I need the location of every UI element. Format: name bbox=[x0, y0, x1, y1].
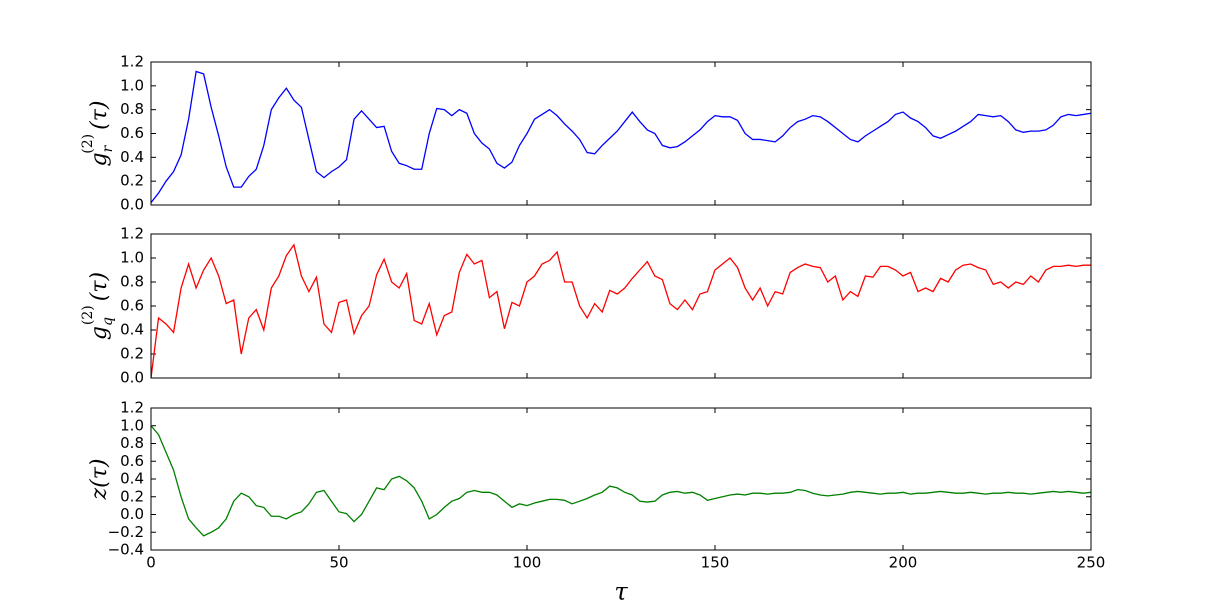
label-sup: (2) bbox=[80, 305, 96, 325]
y-tick-label: 1.0 bbox=[120, 76, 144, 94]
data-line bbox=[150, 70, 1092, 204]
y-tick-label: 0.4 bbox=[120, 321, 144, 339]
y-tick-label: 0.4 bbox=[120, 148, 144, 166]
y-tick-label: 1.2 bbox=[120, 53, 144, 71]
y-tick-label: 0.6 bbox=[120, 297, 144, 315]
y-tick-label: 0.4 bbox=[120, 470, 144, 488]
y-tick-label: 1.2 bbox=[120, 225, 144, 243]
data-line bbox=[150, 425, 1092, 537]
y-tick-label: 1.2 bbox=[120, 399, 144, 417]
x-tick-label: 100 bbox=[513, 554, 542, 572]
axes-frame bbox=[150, 61, 1092, 206]
label-arg: (τ) bbox=[87, 272, 112, 301]
y-tick-label: 0.8 bbox=[120, 273, 144, 291]
label-sup: (2) bbox=[80, 134, 96, 154]
data-line bbox=[150, 243, 1091, 379]
label-base: g bbox=[87, 326, 112, 340]
y-tick-label: 0.2 bbox=[120, 487, 144, 505]
x-tick-label: 0 bbox=[146, 554, 156, 572]
y-axis-label: z(τ) bbox=[87, 459, 112, 501]
axes-frame bbox=[150, 233, 1092, 379]
label-sub: r bbox=[100, 144, 116, 152]
y-tick-label: 0.0 bbox=[120, 369, 144, 387]
label-arg: (τ) bbox=[87, 101, 112, 130]
y-tick-label: 0.6 bbox=[120, 452, 144, 470]
y-tick-label: 0.0 bbox=[120, 196, 144, 214]
y-tick-label: 0.2 bbox=[120, 345, 144, 363]
y-tick-label: −0.4 bbox=[108, 541, 144, 559]
y-axis-label: gq (2) (τ) bbox=[80, 272, 116, 340]
y-tick-label: 0.8 bbox=[120, 100, 144, 118]
x-tick-label: 150 bbox=[701, 554, 730, 572]
y-tick-label: 0.0 bbox=[120, 505, 144, 523]
y-axis-label: gr (2) (τ) bbox=[80, 101, 116, 167]
label-base: g bbox=[87, 152, 112, 166]
plot-background bbox=[151, 234, 1091, 378]
x-tick-label: 250 bbox=[1077, 554, 1106, 572]
plot-background bbox=[151, 408, 1091, 550]
label-sub: q bbox=[100, 317, 116, 326]
y-tick-label: 0.2 bbox=[120, 172, 144, 190]
x-tick-label: 50 bbox=[329, 554, 348, 572]
x-axis-label: τ bbox=[614, 578, 628, 606]
y-tick-label: 1.0 bbox=[120, 249, 144, 267]
x-tick-label: 200 bbox=[889, 554, 918, 572]
y-tick-label: 1.0 bbox=[120, 416, 144, 434]
axes-frame bbox=[150, 407, 1092, 551]
y-tick-label: 0.8 bbox=[120, 434, 144, 452]
y-tick-label: −0.2 bbox=[108, 523, 144, 541]
y-tick-label: 0.6 bbox=[120, 124, 144, 142]
